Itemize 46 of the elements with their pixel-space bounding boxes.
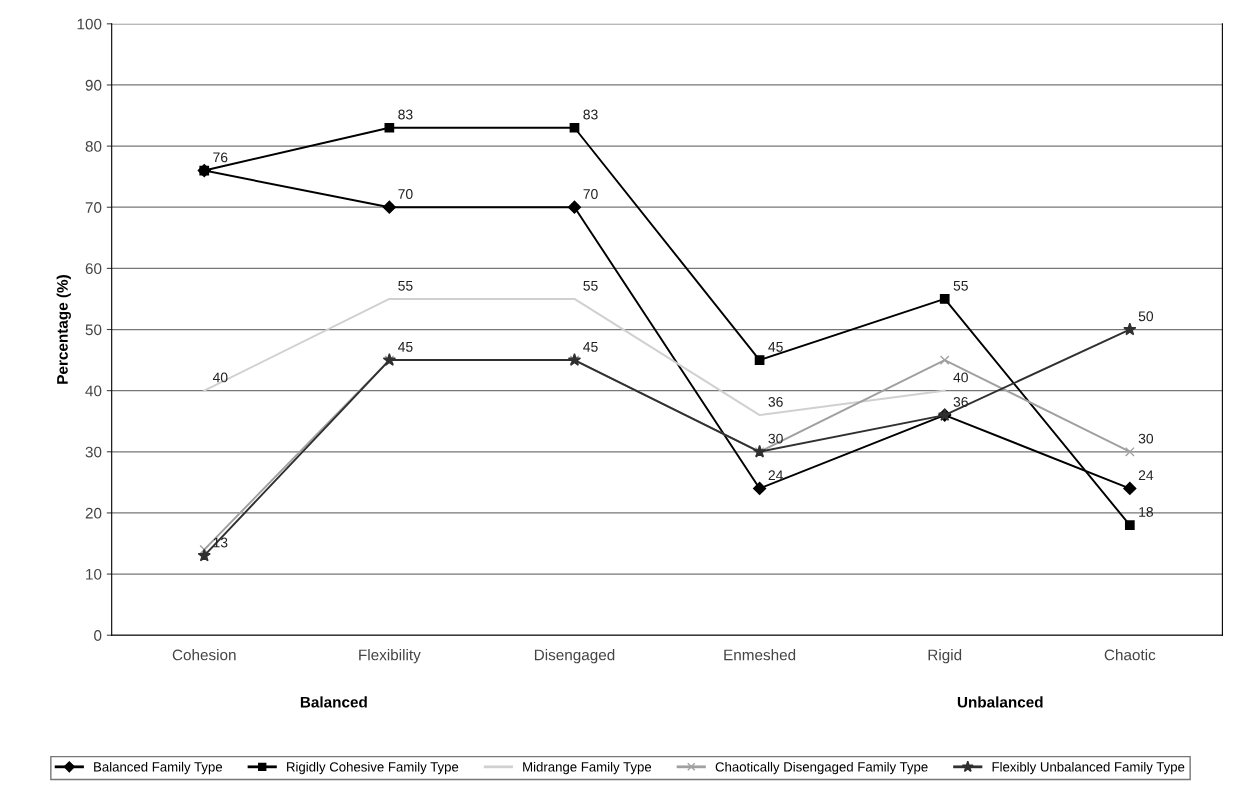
data-label: 40 (212, 372, 228, 383)
data-label: 76 (213, 152, 228, 163)
data-label: 83 (583, 109, 598, 120)
y-tick-label: 0 (94, 630, 102, 641)
text: Unbalanced (957, 696, 1043, 708)
y-tick-label: 80 (85, 140, 102, 152)
data-label: 70 (398, 189, 413, 199)
data-label: 45 (768, 342, 783, 352)
data-label: 70 (583, 189, 598, 199)
y-tick-label: 60 (85, 263, 102, 275)
data-label: 50 (1138, 311, 1154, 322)
legend-label: Rigidly Cohesive Family Type (287, 761, 459, 775)
x-tick-label: Flexibility (359, 649, 421, 664)
x-tick-label: Rigid (928, 649, 962, 664)
legend-label: Balanced Family Type (94, 761, 223, 775)
data-label: 55 (583, 280, 598, 291)
data-label: 30 (768, 433, 783, 444)
y-tick-label: 70 (85, 202, 102, 213)
data-label: 36 (953, 396, 968, 407)
data-label: 36 (768, 396, 783, 407)
data-label: 55 (953, 280, 968, 291)
x-tick-label: Chaotic (1104, 649, 1156, 661)
legend-label: Midrange Family Type (523, 761, 652, 775)
data-label: 18 (1139, 507, 1154, 517)
y-tick-label: 40 (85, 385, 102, 397)
data-label: 24 (768, 470, 783, 481)
legend-label: Chaotically Disengaged Family Type (715, 761, 928, 775)
y-axis-title: Percentage (%) (56, 275, 71, 384)
x-tick-label: Enmeshed (724, 649, 796, 661)
data-label: 24 (1138, 470, 1154, 481)
data-label: 83 (398, 109, 413, 120)
text: Balanced (300, 696, 367, 708)
data-label: 45 (398, 342, 413, 352)
y-tick-label: 10 (86, 568, 102, 580)
x-tick-label: Disengaged (534, 649, 615, 664)
legend-label: Flexibly Unbalanced Family Type (992, 761, 1185, 775)
data-label: 40 (953, 372, 968, 383)
y-tick-label: 50 (85, 324, 102, 336)
x-tick-label: Cohesion (172, 649, 236, 661)
y-tick-label: 30 (85, 446, 102, 458)
data-label: 30 (1138, 433, 1154, 444)
y-tick-label: 100 (77, 18, 102, 30)
y-tick-label: 20 (85, 507, 102, 519)
y-tick-label: 90 (85, 79, 102, 91)
data-label: 55 (398, 280, 413, 291)
data-label: 45 (583, 342, 598, 352)
